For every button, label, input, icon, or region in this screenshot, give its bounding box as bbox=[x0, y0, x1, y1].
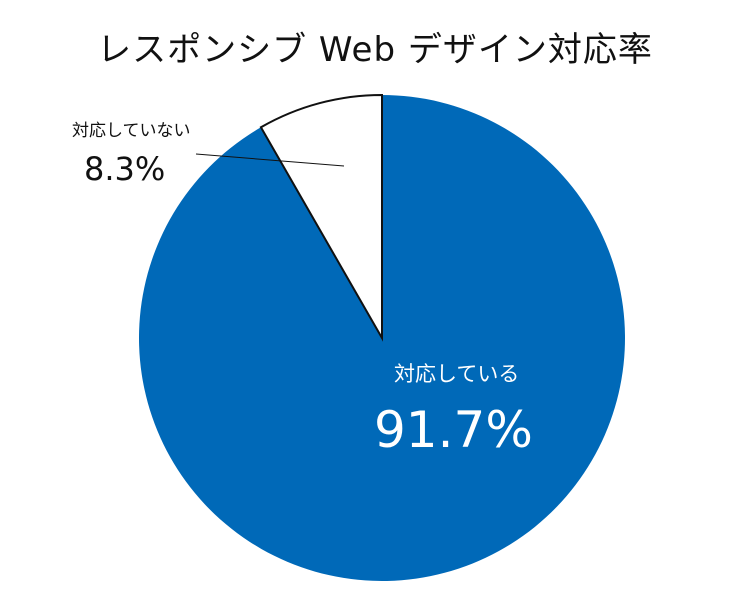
label-responsive: 対応している bbox=[394, 362, 519, 386]
value-not-responsive: 8.3% bbox=[84, 150, 165, 188]
leader-line-not-responsive bbox=[195, 153, 345, 167]
value-responsive: 91.7% bbox=[374, 401, 533, 459]
chart-title: レスポンシブ Web デザイン対応率 bbox=[97, 30, 653, 70]
label-not-responsive: 対応していない bbox=[72, 121, 191, 141]
pie-slices bbox=[139, 93, 625, 581]
slice-not-responsive bbox=[259, 93, 383, 342]
